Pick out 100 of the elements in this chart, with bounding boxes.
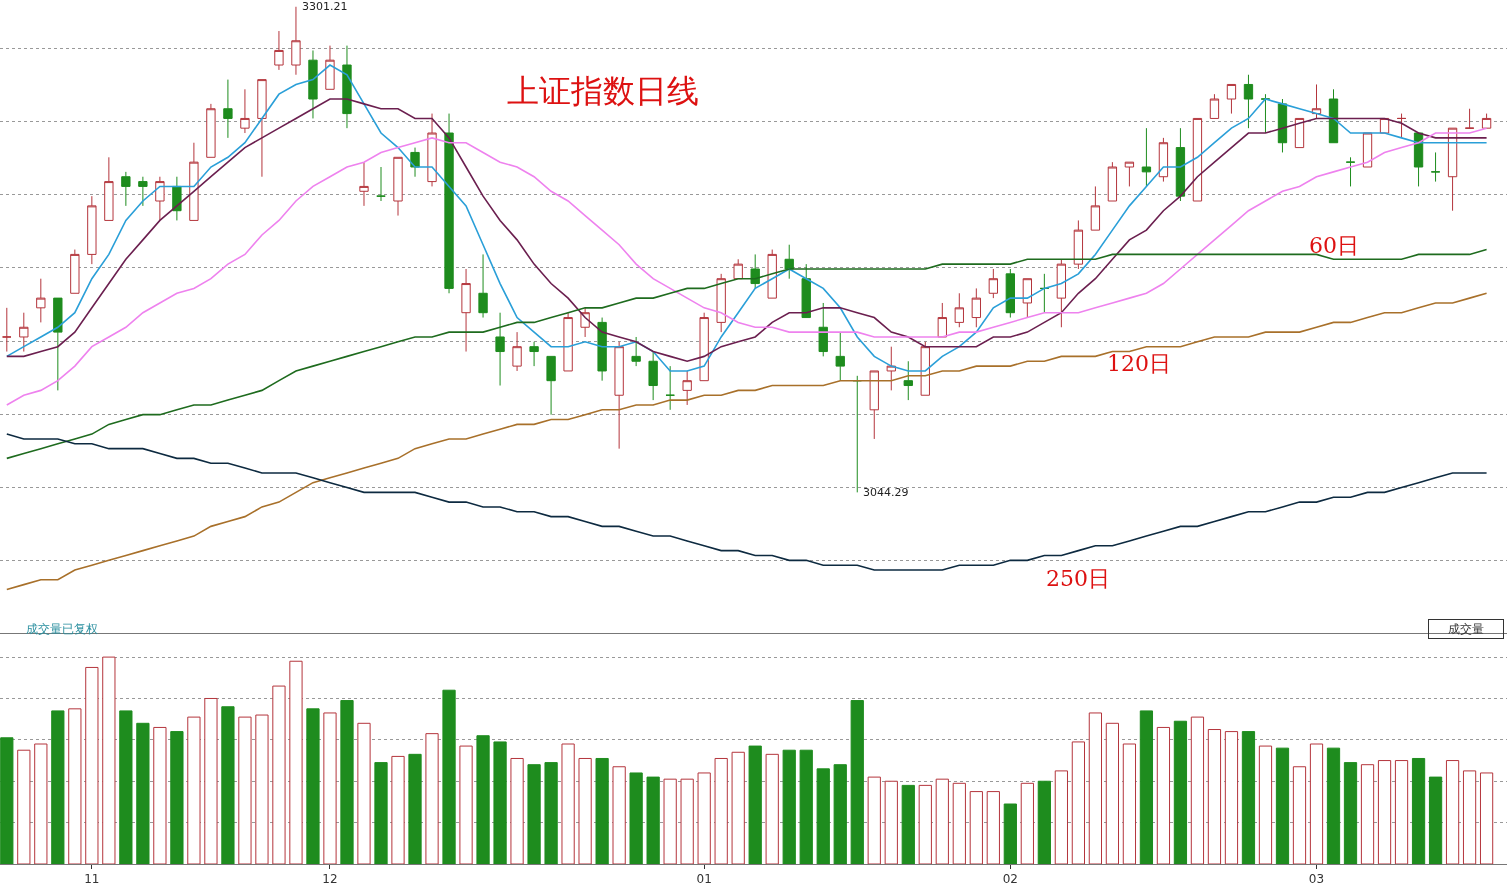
bar xyxy=(1343,762,1358,864)
candlestick xyxy=(36,278,46,323)
series-label: 60日 xyxy=(1309,233,1359,258)
candlestick xyxy=(716,273,726,333)
bar xyxy=(170,731,184,864)
bar xyxy=(578,757,592,864)
bar xyxy=(187,716,201,864)
bar xyxy=(1309,743,1324,864)
candlestick xyxy=(546,355,556,416)
bar xyxy=(918,784,932,864)
bar xyxy=(527,764,541,864)
candlestick xyxy=(155,176,165,221)
candlestick xyxy=(1090,185,1101,231)
candlestick xyxy=(104,156,114,221)
bar xyxy=(357,722,371,864)
candlestick xyxy=(682,370,692,406)
candlestick xyxy=(1056,258,1067,328)
candlestick xyxy=(1277,98,1288,153)
bar xyxy=(646,776,660,864)
candlestick xyxy=(121,171,131,207)
bar xyxy=(544,762,558,864)
candlestick xyxy=(274,30,284,71)
candlestick xyxy=(1141,127,1152,187)
bar xyxy=(629,772,643,864)
candlestick xyxy=(631,336,641,367)
bar xyxy=(1394,760,1409,864)
bar xyxy=(714,757,728,864)
candlestick xyxy=(767,249,777,299)
bar xyxy=(1275,747,1290,864)
bar xyxy=(323,712,337,864)
candlestick xyxy=(818,302,828,357)
bar xyxy=(51,710,65,864)
bar xyxy=(1224,731,1239,864)
annotation: 3044.29 xyxy=(863,486,909,499)
text: 成交量 xyxy=(1448,622,1484,636)
bar xyxy=(1088,712,1102,864)
bar xyxy=(459,745,473,864)
candlestick xyxy=(223,79,233,139)
candlestick xyxy=(903,360,913,401)
text: 上证指数日线 xyxy=(507,72,699,110)
candlestick xyxy=(308,49,318,119)
bar xyxy=(34,743,48,864)
bar xyxy=(136,722,150,864)
candlestick xyxy=(1345,156,1356,187)
x-tick-label: 11 xyxy=(84,872,100,886)
candlestick xyxy=(1430,151,1441,183)
candlestick xyxy=(291,6,301,76)
bar xyxy=(238,716,252,864)
candlestick xyxy=(478,253,488,319)
bar xyxy=(272,685,286,864)
bar xyxy=(986,791,1000,864)
bar xyxy=(204,697,218,864)
bar xyxy=(1156,726,1171,864)
candlestick xyxy=(614,341,624,450)
bar xyxy=(1360,764,1375,864)
candlestick xyxy=(257,79,267,178)
bar xyxy=(1190,716,1205,864)
candlestick xyxy=(189,142,199,221)
bar xyxy=(799,749,813,864)
annotation: 3301.21 xyxy=(302,0,348,13)
candlestick xyxy=(240,88,250,134)
candlestick xyxy=(342,45,352,129)
bar xyxy=(425,733,439,864)
bar xyxy=(765,753,779,864)
candlestick xyxy=(393,156,403,217)
candlestick xyxy=(529,341,539,367)
bar xyxy=(153,726,167,864)
bar xyxy=(731,751,745,864)
bar xyxy=(969,791,983,864)
candlestick xyxy=(1124,161,1135,187)
candlestick xyxy=(206,103,216,158)
bar xyxy=(1326,747,1341,864)
candlestick xyxy=(1413,132,1424,187)
candlestick xyxy=(1192,117,1203,202)
candlestick xyxy=(461,268,471,353)
bar xyxy=(68,708,82,864)
bar xyxy=(1054,770,1068,864)
candlestick xyxy=(1243,74,1254,129)
bar xyxy=(0,737,14,864)
candlestick xyxy=(2,307,12,353)
candlestick xyxy=(1226,83,1237,115)
candlestick xyxy=(1328,88,1339,144)
bar xyxy=(1207,729,1222,864)
bar xyxy=(952,782,966,864)
candlestick xyxy=(1158,137,1169,183)
candlestick xyxy=(1073,219,1084,270)
bar xyxy=(1428,776,1443,864)
x-tick-label: 03 xyxy=(1308,872,1325,886)
bar xyxy=(901,784,915,864)
candlestick xyxy=(138,176,148,207)
bar xyxy=(306,708,320,864)
candlestick xyxy=(1107,161,1118,202)
bar xyxy=(1462,770,1477,864)
x-tick-label: 01 xyxy=(696,872,712,886)
bar xyxy=(1411,757,1426,864)
candlestick xyxy=(444,113,454,294)
bar xyxy=(612,766,626,864)
chart-title: 成交量已复权 xyxy=(26,622,98,636)
bar xyxy=(510,757,524,864)
bar xyxy=(102,656,116,864)
